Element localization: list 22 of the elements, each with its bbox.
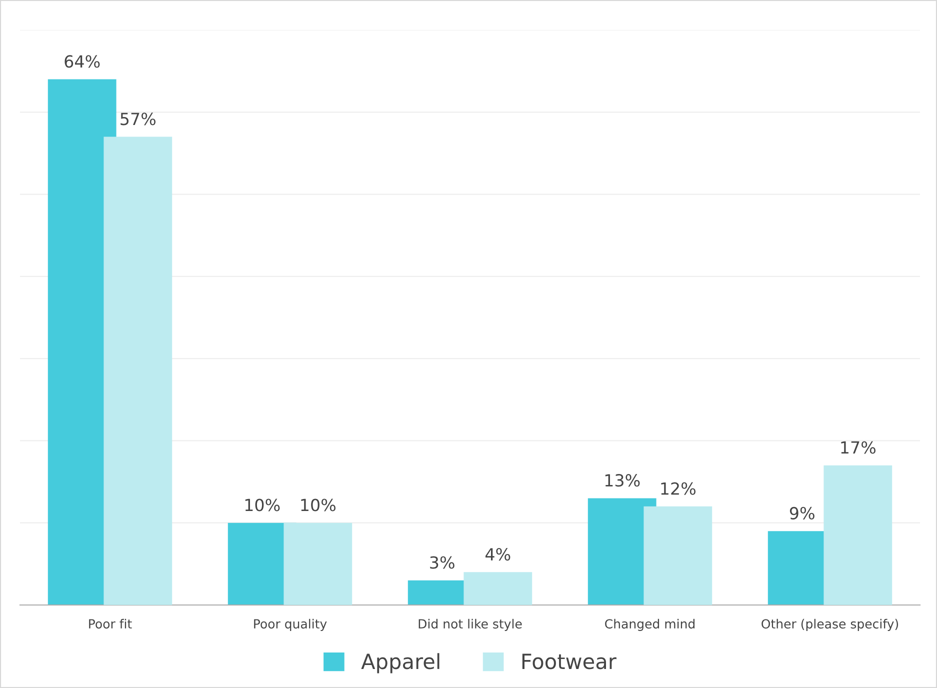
data-label: 57% <box>120 112 156 126</box>
x-tick-label: Did not like style <box>418 618 522 631</box>
data-label: 3% <box>430 556 454 569</box>
data-label: 17% <box>841 441 876 454</box>
bar <box>644 506 712 605</box>
data-label: 13% <box>605 474 640 487</box>
x-tick-label: Poor fit <box>89 618 132 629</box>
bar <box>464 572 532 605</box>
x-tick-label: Other (please specify) <box>762 618 898 631</box>
bar <box>104 136 172 605</box>
bar <box>284 522 352 605</box>
data-label: 12% <box>661 482 696 495</box>
data-label: 9% <box>790 506 814 520</box>
data-label: 10% <box>301 498 336 512</box>
data-label: 64% <box>64 55 100 68</box>
x-tick-label: Changed mind <box>605 618 694 631</box>
data-label: 10% <box>245 498 280 512</box>
bar <box>824 465 892 605</box>
data-label: 4% <box>485 548 510 561</box>
x-tick-label: Poor quality <box>254 618 327 631</box>
legend-label: Apparel <box>361 653 440 674</box>
legend-label: Footwear <box>522 654 616 670</box>
